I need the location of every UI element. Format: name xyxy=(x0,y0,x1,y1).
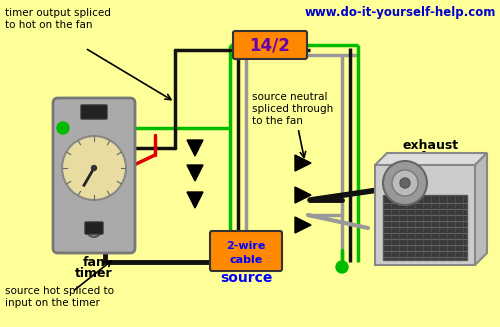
FancyBboxPatch shape xyxy=(210,231,282,271)
Text: cable: cable xyxy=(230,255,262,265)
Text: source neutral: source neutral xyxy=(252,92,328,102)
Text: spliced through: spliced through xyxy=(252,104,333,114)
FancyBboxPatch shape xyxy=(81,105,107,119)
Circle shape xyxy=(336,261,348,273)
Bar xyxy=(375,165,475,265)
Text: exhaust: exhaust xyxy=(403,139,459,152)
Text: source: source xyxy=(220,271,272,285)
Text: www.do-it-yourself-help.com: www.do-it-yourself-help.com xyxy=(304,6,496,19)
FancyBboxPatch shape xyxy=(233,31,307,59)
Circle shape xyxy=(57,122,69,134)
Text: fan: fan xyxy=(420,151,442,164)
Text: to hot on the fan: to hot on the fan xyxy=(5,20,92,30)
Polygon shape xyxy=(187,192,203,208)
Text: timer output spliced: timer output spliced xyxy=(5,8,111,18)
Text: input on the timer: input on the timer xyxy=(5,298,100,308)
Bar xyxy=(383,195,467,260)
Circle shape xyxy=(62,136,126,200)
Circle shape xyxy=(92,165,96,170)
FancyBboxPatch shape xyxy=(85,222,103,234)
Circle shape xyxy=(383,161,427,205)
Polygon shape xyxy=(295,187,311,203)
Text: to the fan: to the fan xyxy=(252,116,303,126)
Text: source hot spliced to: source hot spliced to xyxy=(5,286,114,296)
Text: 14/2: 14/2 xyxy=(250,36,290,54)
Polygon shape xyxy=(187,165,203,181)
FancyBboxPatch shape xyxy=(53,98,135,253)
Polygon shape xyxy=(187,140,203,156)
Circle shape xyxy=(400,178,410,188)
Polygon shape xyxy=(375,153,487,165)
Text: timer: timer xyxy=(75,267,113,280)
Circle shape xyxy=(87,223,101,237)
Text: 2-wire: 2-wire xyxy=(226,241,266,251)
Polygon shape xyxy=(475,153,487,265)
Polygon shape xyxy=(295,217,311,233)
Text: fan: fan xyxy=(82,256,106,269)
Polygon shape xyxy=(295,155,311,171)
Circle shape xyxy=(392,170,418,196)
